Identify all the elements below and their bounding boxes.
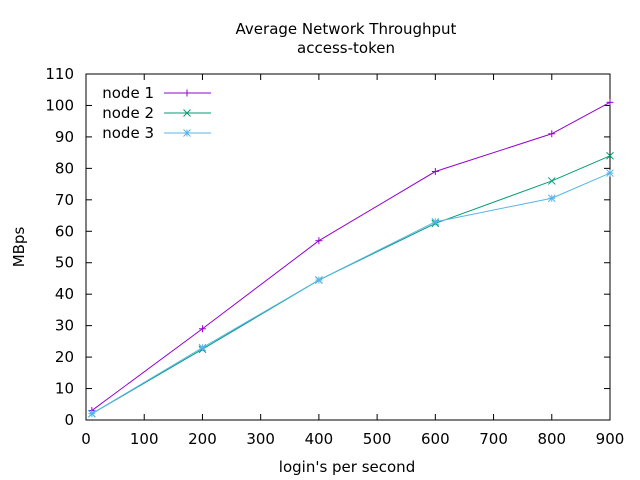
data-point-node-1 <box>431 168 439 176</box>
y-tick-label: 20 <box>55 348 74 366</box>
data-point-node-3 <box>87 409 96 418</box>
y-tick-label: 100 <box>45 96 74 114</box>
data-point-node-1 <box>606 98 614 106</box>
data-point-node-1 <box>315 237 323 245</box>
series-node-1 <box>88 98 614 415</box>
chart-subtitle: access-token <box>297 39 395 57</box>
y-tick-label: 90 <box>55 128 74 146</box>
chart-title: Average Network Throughput <box>236 20 457 38</box>
legend-marker-node-3 <box>183 129 191 137</box>
x-tick-label: 900 <box>596 430 625 448</box>
legend-label-node-2: node 2 <box>102 104 154 122</box>
data-point-node-1 <box>198 325 206 333</box>
y-tick-label: 110 <box>45 65 74 83</box>
y-axis-label: MBps <box>10 227 28 268</box>
x-tick-label: 200 <box>188 430 217 448</box>
x-tick-label: 300 <box>246 430 275 448</box>
data-point-node-1 <box>548 130 556 138</box>
y-tick-label: 10 <box>55 380 74 398</box>
data-point-node-3 <box>606 169 614 177</box>
x-tick-label: 700 <box>479 430 508 448</box>
data-point-node-2 <box>606 151 614 160</box>
legend-marker-node-2 <box>183 109 191 117</box>
x-tick-label: 800 <box>537 430 566 448</box>
y-tick-label: 0 <box>64 411 74 429</box>
legend-marker-node-1 <box>183 89 191 97</box>
x-axis-label: login's per second <box>279 458 415 476</box>
data-point-node-3 <box>547 194 556 203</box>
x-tick-label: 0 <box>81 430 91 448</box>
x-tick-label: 600 <box>421 430 450 448</box>
legend: node 1 node 2 node 3 <box>102 84 211 142</box>
series-line-node-2 <box>91 155 611 415</box>
y-tick-label: 40 <box>55 285 74 303</box>
data-point-node-3 <box>315 276 323 284</box>
y-tick-label: 60 <box>55 222 74 240</box>
series-line-node-3 <box>91 172 611 415</box>
legend-label-node-3: node 3 <box>102 124 154 142</box>
x-tick-label: 500 <box>363 430 392 448</box>
series-node-3 <box>87 169 614 418</box>
x-tick-label: 400 <box>305 430 334 448</box>
series-line-node-1 <box>91 101 611 411</box>
y-tick-label: 30 <box>55 317 74 335</box>
y-tick-label: 50 <box>55 254 74 272</box>
data-point-node-3 <box>431 217 440 226</box>
y-tick-label: 80 <box>55 159 74 177</box>
series-node-2 <box>87 151 614 418</box>
y-tick-label: 70 <box>55 191 74 209</box>
plot-frame <box>85 73 611 421</box>
data-point-node-3 <box>198 343 207 352</box>
x-tick-label: 100 <box>130 430 159 448</box>
legend-label-node-1: node 1 <box>102 84 154 102</box>
data-point-node-2 <box>547 177 556 185</box>
